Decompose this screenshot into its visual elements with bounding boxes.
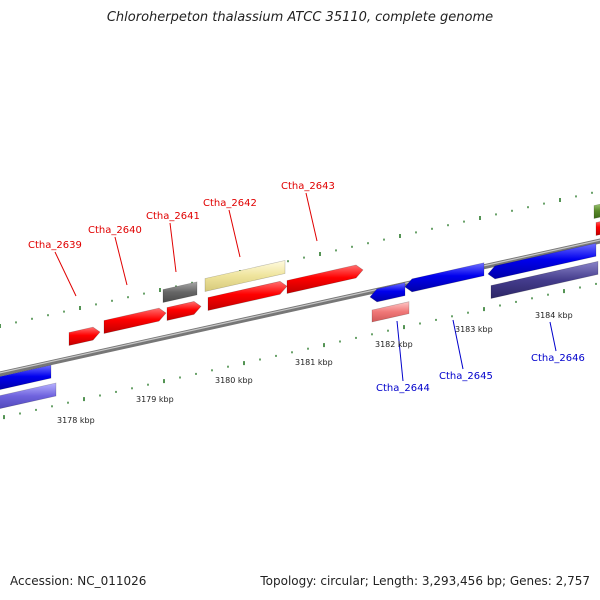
gene-yellow-feature[interactable]	[204, 260, 286, 292]
gene-ctha-2643[interactable]	[286, 264, 364, 294]
leader-line	[305, 192, 318, 242]
gene-label-ctha-2643[interactable]: Ctha_2643	[281, 181, 335, 192]
leader-line	[114, 236, 128, 286]
map-title: Chloroherpeton thalassium ATCC 35110, co…	[106, 10, 494, 25]
leader-line	[228, 209, 241, 258]
gene-label-ctha-2639[interactable]: Ctha_2639	[28, 240, 82, 251]
label-leader-lines	[54, 192, 557, 382]
leader-line	[452, 319, 464, 370]
gene-label-ctha-2640[interactable]: Ctha_2640	[88, 225, 142, 236]
gene-pink-feature[interactable]	[371, 301, 410, 323]
leader-line	[169, 222, 177, 273]
gene-navy-feature[interactable]	[490, 261, 599, 299]
gene-lavender-edge-feature[interactable]	[0, 382, 57, 410]
gene-red-feature-edge[interactable]	[595, 220, 600, 236]
leader-line	[54, 251, 77, 297]
kbp-label-3180: 3180 kbp	[215, 376, 253, 385]
accession-text: Accession: NC_011026	[10, 574, 147, 588]
gene-ctha-2642[interactable]	[207, 280, 288, 311]
gene-label-ctha-2645[interactable]: Ctha_2645	[439, 371, 493, 382]
gene-ctha-2640[interactable]	[103, 307, 167, 334]
gene-label-ctha-2641[interactable]: Ctha_2641	[146, 211, 200, 222]
leader-line	[549, 321, 557, 352]
genome-summary-text: Topology: circular; Length: 3,293,456 bp…	[260, 574, 590, 588]
gene-label-ctha-2642[interactable]: Ctha_2642	[203, 198, 257, 209]
kbp-label-3179: 3179 kbp	[136, 395, 174, 404]
gene-ctha-2646[interactable]	[487, 242, 597, 280]
gene-label-ctha-2646[interactable]: Ctha_2646	[531, 353, 585, 364]
gene-green-feature[interactable]	[593, 203, 600, 219]
gene-ctha-2645[interactable]	[404, 262, 485, 293]
gene-blue-edge-feature[interactable]	[0, 364, 52, 390]
kbp-label-3183: 3183 kbp	[455, 325, 493, 334]
kbp-label-3184: 3184 kbp	[535, 311, 573, 320]
gene-label-ctha-2644[interactable]: Ctha_2644	[376, 383, 430, 394]
reverse-tick-track	[3, 282, 597, 420]
gene-ctha-2641[interactable]	[166, 301, 202, 321]
gene-gray-feature[interactable]	[162, 281, 198, 303]
gene-ctha-2644[interactable]	[369, 282, 406, 303]
leader-line	[396, 320, 404, 382]
gene-features	[0, 203, 600, 410]
gene-ctha-2639[interactable]	[68, 326, 101, 346]
kbp-label-3178: 3178 kbp	[57, 416, 95, 425]
genome-backbone	[0, 238, 600, 377]
kbp-label-3181: 3181 kbp	[295, 358, 333, 367]
backbone-highlight	[0, 239, 600, 374]
kbp-label-3182: 3182 kbp	[375, 340, 413, 349]
backbone-line	[0, 238, 600, 377]
